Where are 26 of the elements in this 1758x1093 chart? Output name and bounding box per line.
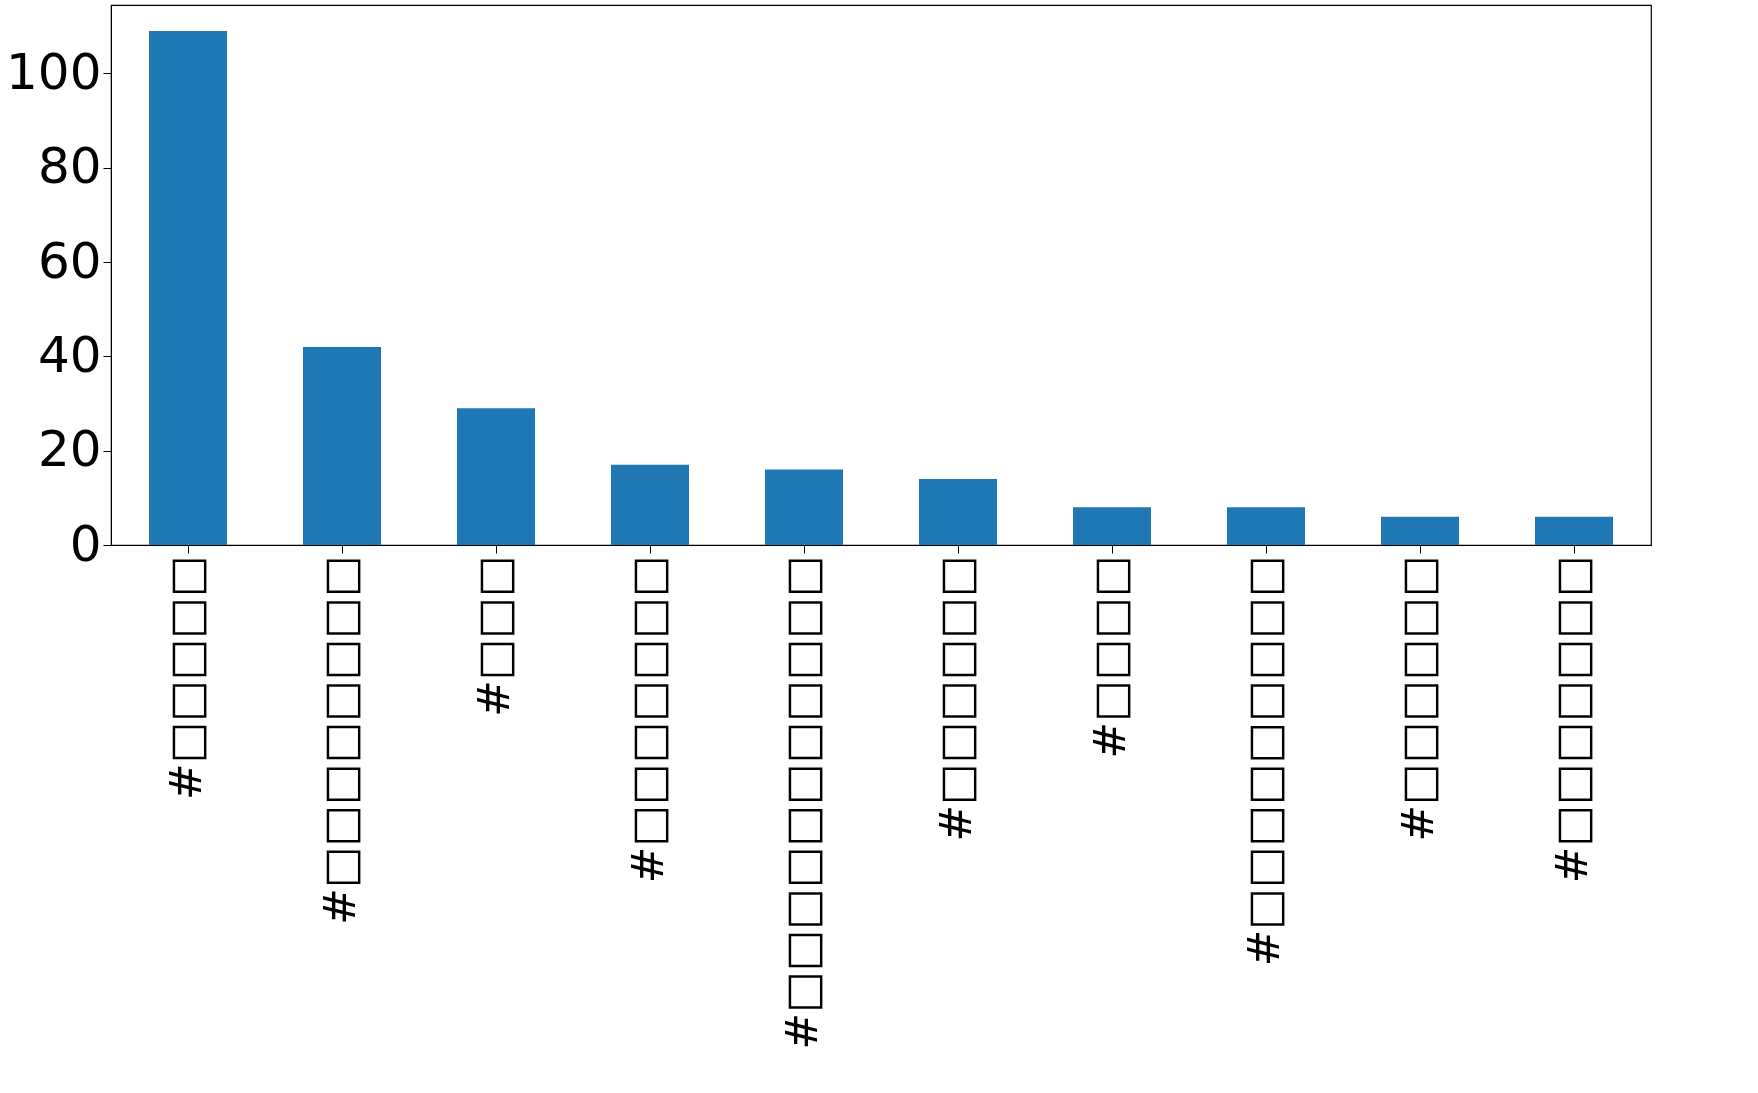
bar xyxy=(919,478,997,545)
x-tick-label: #□□□ xyxy=(468,555,519,718)
y-tick-label: 60 xyxy=(37,231,102,290)
y-tick-label: 100 xyxy=(6,42,102,101)
bar xyxy=(303,346,381,545)
y-tick-label: 80 xyxy=(37,137,102,196)
bar xyxy=(149,30,227,545)
x-tick-label: #□□□□□□□ xyxy=(1546,555,1597,884)
x-tick-label: #□□□□□□□□□ xyxy=(1238,555,1289,967)
x-tick-label: #□□□□□□□□ xyxy=(314,555,365,925)
bar xyxy=(457,408,535,545)
x-tick-label: #□□□□□□□□□□□ xyxy=(776,555,827,1050)
bar xyxy=(611,464,689,545)
y-tick-label: 40 xyxy=(37,325,102,384)
x-tick-label: #□□□□□□□ xyxy=(622,555,673,884)
bar xyxy=(1535,516,1613,545)
bar xyxy=(1381,516,1459,545)
x-tick-label: #□□□□□□ xyxy=(1392,555,1443,842)
bar xyxy=(765,469,843,545)
x-tick-label: #□□□□□□ xyxy=(930,555,981,842)
x-tick-label: #□□□□□ xyxy=(160,555,211,801)
bar xyxy=(1227,507,1305,545)
x-tick-label: #□□□□ xyxy=(1084,555,1135,759)
bar xyxy=(1073,507,1151,545)
y-tick-label: 20 xyxy=(37,420,102,479)
y-tick-label: 0 xyxy=(69,514,102,573)
